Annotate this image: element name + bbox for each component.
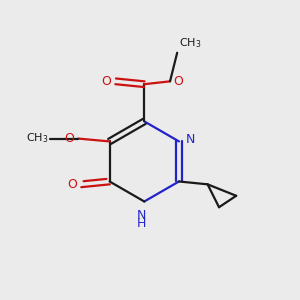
Text: CH$_3$: CH$_3$ [178, 36, 201, 50]
Text: H: H [137, 217, 146, 230]
Text: O: O [64, 132, 74, 145]
Text: O: O [67, 178, 77, 191]
Text: N: N [186, 134, 196, 146]
Text: O: O [174, 75, 184, 88]
Text: O: O [101, 75, 111, 88]
Text: CH$_3$: CH$_3$ [26, 132, 48, 145]
Text: N: N [137, 209, 146, 222]
